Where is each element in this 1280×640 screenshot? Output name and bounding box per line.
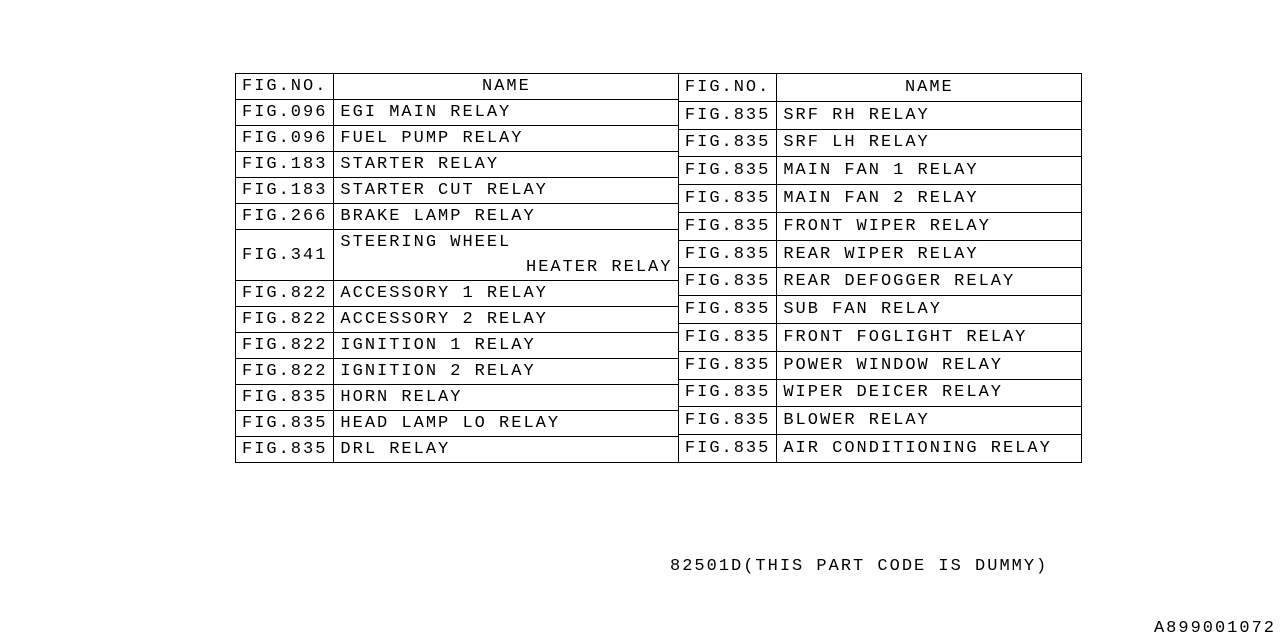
cell-name: ACCESSORY 1 RELAY xyxy=(334,281,679,307)
table-row: FIG.835 FRONT FOGLIGHT RELAY xyxy=(678,324,1081,352)
cell-fig: FIG.835 xyxy=(678,324,776,352)
cell-name: MAIN FAN 2 RELAY xyxy=(777,185,1082,213)
relay-tables: FIG.NO. NAME FIG.096 EGI MAIN RELAY FIG.… xyxy=(235,73,1082,463)
cell-fig: FIG.835 xyxy=(678,129,776,157)
table-row: FIG.822 IGNITION 2 RELAY xyxy=(236,359,679,385)
cell-name: REAR WIPER RELAY xyxy=(777,240,1082,268)
cell-name: SUB FAN RELAY xyxy=(777,296,1082,324)
cell-name-line1: STEERING WHEEL xyxy=(334,230,679,256)
cell-name-line2: HEATER RELAY xyxy=(334,255,679,281)
table-row: FIG.835 BLOWER RELAY xyxy=(678,407,1081,435)
cell-name: EGI MAIN RELAY xyxy=(334,100,679,126)
cell-fig: FIG.835 xyxy=(678,101,776,129)
table-row: FIG.835 REAR DEFOGGER RELAY xyxy=(678,268,1081,296)
table-row: FIG.835 SRF LH RELAY xyxy=(678,129,1081,157)
cell-fig: FIG.835 xyxy=(678,240,776,268)
cell-name: FRONT WIPER RELAY xyxy=(777,212,1082,240)
relay-table-left: FIG.NO. NAME FIG.096 EGI MAIN RELAY FIG.… xyxy=(235,73,679,463)
table-row: FIG.822 IGNITION 1 RELAY xyxy=(236,333,679,359)
cell-name: POWER WINDOW RELAY xyxy=(777,351,1082,379)
cell-fig: FIG.835 xyxy=(678,185,776,213)
cell-name: REAR DEFOGGER RELAY xyxy=(777,268,1082,296)
cell-fig: FIG.341 xyxy=(236,230,334,281)
cell-name: HORN RELAY xyxy=(334,385,679,411)
cell-name: STARTER CUT RELAY xyxy=(334,178,679,204)
table-row: FIG.183 STARTER RELAY xyxy=(236,152,679,178)
table-row: FIG.835 AIR CONDITIONING RELAY xyxy=(678,435,1081,463)
header-fig: FIG.NO. xyxy=(236,74,334,100)
diagram-page: FIG.NO. NAME FIG.096 EGI MAIN RELAY FIG.… xyxy=(0,0,1280,640)
cell-name: STARTER RELAY xyxy=(334,152,679,178)
cell-fig: FIG.835 xyxy=(678,157,776,185)
header-name: NAME xyxy=(334,74,679,100)
cell-name: ACCESSORY 2 RELAY xyxy=(334,307,679,333)
table-row: FIG.096 EGI MAIN RELAY xyxy=(236,100,679,126)
cell-fig: FIG.835 xyxy=(678,212,776,240)
table-row: FIG.096 FUEL PUMP RELAY xyxy=(236,126,679,152)
relay-table-right: FIG.NO. NAME FIG.835 SRF RH RELAY FIG.83… xyxy=(678,73,1082,463)
cell-name: BLOWER RELAY xyxy=(777,407,1082,435)
footer-note: 82501D(THIS PART CODE IS DUMMY) xyxy=(670,557,1048,576)
table-row: FIG.822 ACCESSORY 2 RELAY xyxy=(236,307,679,333)
cell-fig: FIG.835 xyxy=(678,379,776,407)
table-row: FIG.835 MAIN FAN 1 RELAY xyxy=(678,157,1081,185)
cell-fig: FIG.835 xyxy=(678,268,776,296)
cell-name: SRF RH RELAY xyxy=(777,101,1082,129)
header-fig: FIG.NO. xyxy=(678,74,776,102)
table-row: FIG.183 STARTER CUT RELAY xyxy=(236,178,679,204)
table-row: FIG.835 REAR WIPER RELAY xyxy=(678,240,1081,268)
cell-name: HEAD LAMP LO RELAY xyxy=(334,411,679,437)
cell-fig: FIG.835 xyxy=(236,411,334,437)
corner-code: A899001072 xyxy=(1154,619,1276,638)
cell-fig: FIG.822 xyxy=(236,307,334,333)
table-row: FIG.835 HEAD LAMP LO RELAY xyxy=(236,411,679,437)
cell-name: SRF LH RELAY xyxy=(777,129,1082,157)
cell-name: IGNITION 2 RELAY xyxy=(334,359,679,385)
table-header-row: FIG.NO. NAME xyxy=(678,74,1081,102)
table-row: FIG.835 POWER WINDOW RELAY xyxy=(678,351,1081,379)
table-row: FIG.835 SRF RH RELAY xyxy=(678,101,1081,129)
table-row: FIG.266 BRAKE LAMP RELAY xyxy=(236,204,679,230)
cell-fig: FIG.183 xyxy=(236,152,334,178)
table-header-row: FIG.NO. NAME xyxy=(236,74,679,100)
table-row: FIG.835 HORN RELAY xyxy=(236,385,679,411)
table-row: FIG.822 ACCESSORY 1 RELAY xyxy=(236,281,679,307)
table-row: FIG.835 DRL RELAY xyxy=(236,437,679,463)
cell-fig: FIG.266 xyxy=(236,204,334,230)
cell-fig: FIG.835 xyxy=(678,296,776,324)
cell-fig: FIG.096 xyxy=(236,100,334,126)
cell-fig: FIG.822 xyxy=(236,333,334,359)
cell-name: AIR CONDITIONING RELAY xyxy=(777,435,1082,463)
cell-name: IGNITION 1 RELAY xyxy=(334,333,679,359)
cell-fig: FIG.183 xyxy=(236,178,334,204)
table-row: FIG.835 SUB FAN RELAY xyxy=(678,296,1081,324)
cell-name: FUEL PUMP RELAY xyxy=(334,126,679,152)
table-row: FIG.835 WIPER DEICER RELAY xyxy=(678,379,1081,407)
cell-fig: FIG.835 xyxy=(236,437,334,463)
table-row: FIG.835 FRONT WIPER RELAY xyxy=(678,212,1081,240)
cell-name: WIPER DEICER RELAY xyxy=(777,379,1082,407)
cell-name: MAIN FAN 1 RELAY xyxy=(777,157,1082,185)
cell-fig: FIG.822 xyxy=(236,281,334,307)
table-row: FIG.835 MAIN FAN 2 RELAY xyxy=(678,185,1081,213)
table-row: FIG.341 STEERING WHEEL xyxy=(236,230,679,256)
cell-fig: FIG.096 xyxy=(236,126,334,152)
cell-name: FRONT FOGLIGHT RELAY xyxy=(777,324,1082,352)
cell-fig: FIG.835 xyxy=(678,435,776,463)
header-name: NAME xyxy=(777,74,1082,102)
cell-fig: FIG.822 xyxy=(236,359,334,385)
cell-name: DRL RELAY xyxy=(334,437,679,463)
cell-fig: FIG.835 xyxy=(236,385,334,411)
cell-fig: FIG.835 xyxy=(678,407,776,435)
cell-fig: FIG.835 xyxy=(678,351,776,379)
cell-name: BRAKE LAMP RELAY xyxy=(334,204,679,230)
